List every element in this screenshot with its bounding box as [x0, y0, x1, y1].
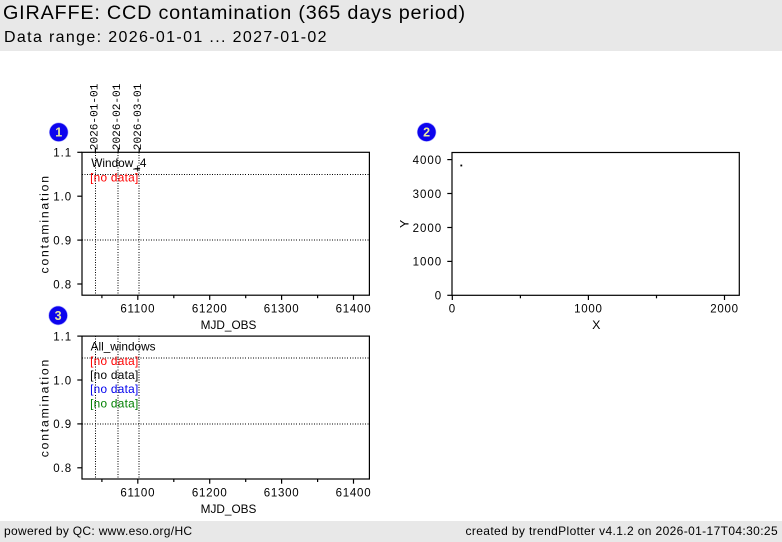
svg-text:MJD_OBS: MJD_OBS [201, 502, 257, 516]
svg-text:61300: 61300 [264, 303, 300, 315]
svg-text:0.8: 0.8 [53, 463, 72, 475]
svg-text:0.8: 0.8 [53, 279, 72, 291]
svg-text:61200: 61200 [192, 488, 228, 500]
svg-text:61300: 61300 [264, 488, 300, 500]
svg-text:4000: 4000 [413, 155, 443, 167]
svg-text:1.1: 1.1 [53, 148, 72, 160]
svg-text:61200: 61200 [192, 303, 228, 315]
svg-text:0: 0 [435, 291, 442, 303]
svg-text:1000: 1000 [413, 257, 443, 269]
svg-text:All_windows: All_windows [91, 340, 156, 354]
svg-text:[no data]: [no data] [90, 382, 138, 396]
svg-text:3: 3 [55, 309, 62, 323]
svg-text:1.1: 1.1 [53, 331, 72, 343]
svg-text:X: X [592, 318, 600, 332]
svg-text:3000: 3000 [413, 189, 443, 201]
svg-text:61100: 61100 [120, 488, 155, 500]
svg-text:1.0: 1.0 [53, 375, 72, 387]
svg-text:Window_4: Window_4 [91, 156, 147, 170]
svg-text:61100: 61100 [120, 303, 155, 315]
svg-text:[no data]: [no data] [90, 396, 138, 410]
svg-text:1.0: 1.0 [53, 192, 72, 204]
svg-text:[no data]: [no data] [90, 354, 138, 368]
svg-text:1: 1 [55, 126, 62, 140]
svg-text:MJD_OBS: MJD_OBS [201, 318, 257, 332]
svg-text:[no data]: [no data] [90, 170, 138, 184]
svg-text:Y: Y [398, 220, 412, 228]
svg-text:0.9: 0.9 [53, 235, 72, 247]
svg-text:61400: 61400 [336, 488, 372, 500]
svg-text:contamination: contamination [38, 358, 52, 457]
svg-text:1000: 1000 [574, 303, 603, 315]
svg-text:2026-03-01: 2026-03-01 [133, 83, 145, 150]
svg-text:2000: 2000 [413, 223, 443, 235]
svg-text:+: + [134, 164, 141, 176]
svg-text:61400: 61400 [336, 303, 372, 315]
svg-text:2: 2 [423, 126, 430, 140]
svg-text:2000: 2000 [710, 303, 739, 315]
svg-text:[no data]: [no data] [90, 368, 138, 382]
svg-text:2026-01-01: 2026-01-01 [89, 83, 101, 150]
svg-text:0.9: 0.9 [53, 419, 72, 431]
svg-text:0: 0 [449, 303, 456, 315]
svg-text:2026-02-01: 2026-02-01 [112, 83, 124, 150]
svg-text:contamination: contamination [38, 174, 52, 273]
